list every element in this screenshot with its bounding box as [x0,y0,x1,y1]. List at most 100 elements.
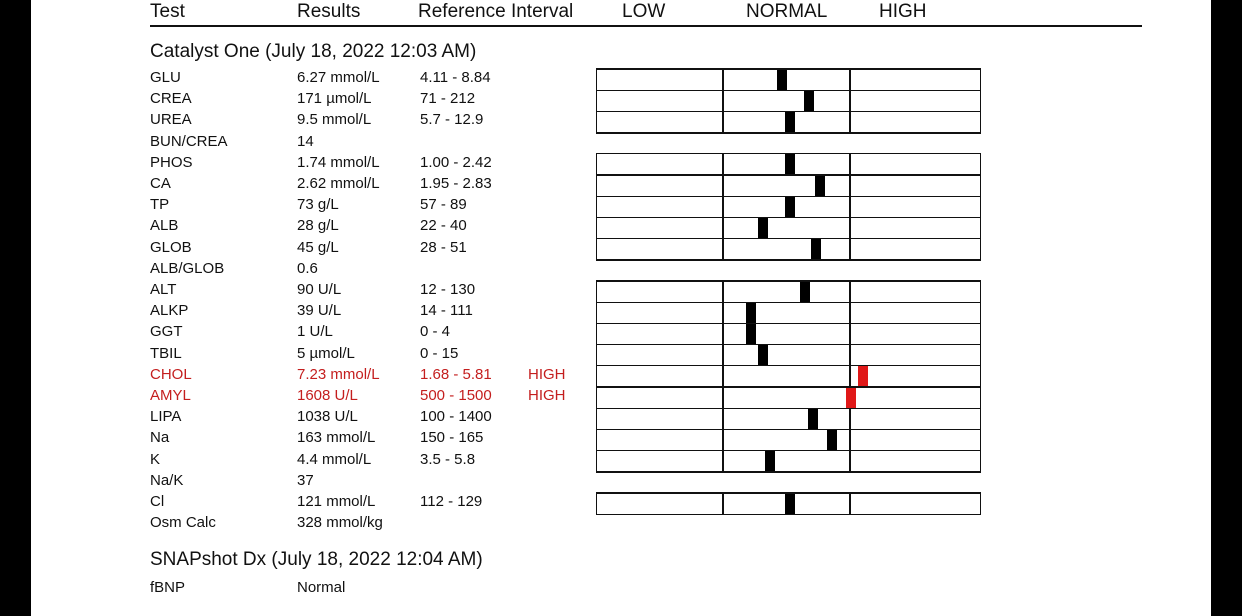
row-reference: 4.11 - 8.84 [420,69,491,86]
range-divider-high [849,239,851,260]
row-test-name: PHOS [150,153,193,171]
range-bar [596,450,981,473]
row-result: 39 U/L [297,302,342,320]
range-divider-low [722,154,724,175]
range-bar [596,153,981,176]
result-marker [777,69,787,90]
row-result: 0.6 [297,259,318,277]
row-test-name: GGT [150,323,183,341]
row-test-name: ALKP [150,302,189,320]
row-result: 1038 U/L [297,408,358,426]
section-title: Catalyst One (July 18, 2022 12:03 AM) [150,41,477,62]
range-divider-low [722,451,724,472]
range-bar [596,344,981,367]
row-reference: 22 - 40 [420,217,467,235]
result-marker [858,366,868,387]
range-divider-high [849,366,851,387]
result-marker [846,387,856,408]
col-header-low: LOW [622,1,666,22]
row-test-name: Cl [150,493,165,510]
row-flag: HIGH [528,365,566,383]
col-header-test: Test [150,1,185,22]
range-divider-low [722,302,724,323]
result-marker [746,323,756,345]
range-divider-low [722,217,724,239]
row-test-name: K [150,450,161,468]
range-bar [596,110,981,134]
result-marker [808,408,818,429]
header-rule [150,25,1142,27]
range-divider-high [849,429,851,451]
row-test-name: fBNP [150,579,186,596]
range-bar [596,365,981,388]
result-marker [785,196,795,217]
row-result: 4.4 mmol/L [297,450,372,468]
range-divider-low [722,345,724,366]
range-divider-low [722,175,724,196]
row-reference: 1.68 - 5.81 [420,365,492,383]
row-reference: 0 - 15 [420,344,459,362]
row-test-name: AMYL [150,387,191,404]
row-test-name: UREA [150,111,192,129]
row-result: 9.5 mmol/L [297,111,372,129]
row-reference: 150 - 165 [420,429,484,447]
range-bar [596,89,981,112]
row-test-name: GLOB [150,238,192,256]
range-divider-low [722,429,724,451]
col-header-high: HIGH [879,1,927,22]
range-bar [596,280,981,303]
range-divider-low [722,408,724,429]
row-reference: 71 - 212 [420,90,476,108]
range-divider-high [849,175,851,196]
row-test-name: Osm Calc [150,514,216,532]
result-marker [758,345,768,366]
row-result: 6.27 mmol/L [297,69,380,86]
range-divider-low [722,281,724,302]
row-result: 14 [297,132,314,150]
range-divider-low [722,69,724,90]
row-result: 90 U/L [297,281,342,298]
row-reference: 3.5 - 5.8 [420,450,476,468]
row-result: 2.62 mmol/L [297,175,380,192]
col-header-reference: Reference Interval [418,1,574,22]
range-bar [596,195,981,218]
result-marker [827,429,837,451]
row-test-name: LIPA [150,408,182,426]
row-flag: HIGH [528,387,566,404]
range-bar [596,238,981,261]
row-reference: 500 - 1500 [420,387,492,404]
row-reference: 14 - 111 [420,302,473,320]
range-bar [596,216,981,240]
row-test-name: ALT [150,281,177,298]
row-test-name: Na [150,429,170,447]
row-result: 1 U/L [297,323,333,341]
row-test-name: CA [150,175,171,192]
range-divider-low [722,90,724,111]
row-result: 328 mmol/kg [297,514,383,532]
result-marker [804,90,814,111]
row-result: 37 [297,471,314,489]
range-bar [596,68,981,91]
result-marker [785,154,795,175]
row-reference: 112 - 129 [420,493,483,510]
lab-report-page: Test Results Reference Interval LOW NORM… [31,0,1211,616]
range-divider-low [722,493,724,514]
row-reference: 1.95 - 2.83 [420,175,492,192]
result-marker [815,175,825,196]
result-marker [785,111,795,133]
row-test-name: BUN/CREA [150,132,228,150]
result-marker [765,451,775,472]
result-marker [785,493,795,514]
row-result: 163 mmol/L [297,429,376,447]
row-result: 28 g/L [297,217,339,235]
range-bar [596,174,981,197]
range-bar [596,322,981,346]
row-reference: 57 - 89 [420,196,467,214]
range-divider-low [722,239,724,260]
range-divider-high [849,217,851,239]
result-marker [758,217,768,239]
row-result: 171 µmol/L [297,90,372,108]
range-divider-low [722,323,724,345]
col-header-normal: NORMAL [746,1,828,22]
row-result: 121 mmol/L [297,493,376,510]
